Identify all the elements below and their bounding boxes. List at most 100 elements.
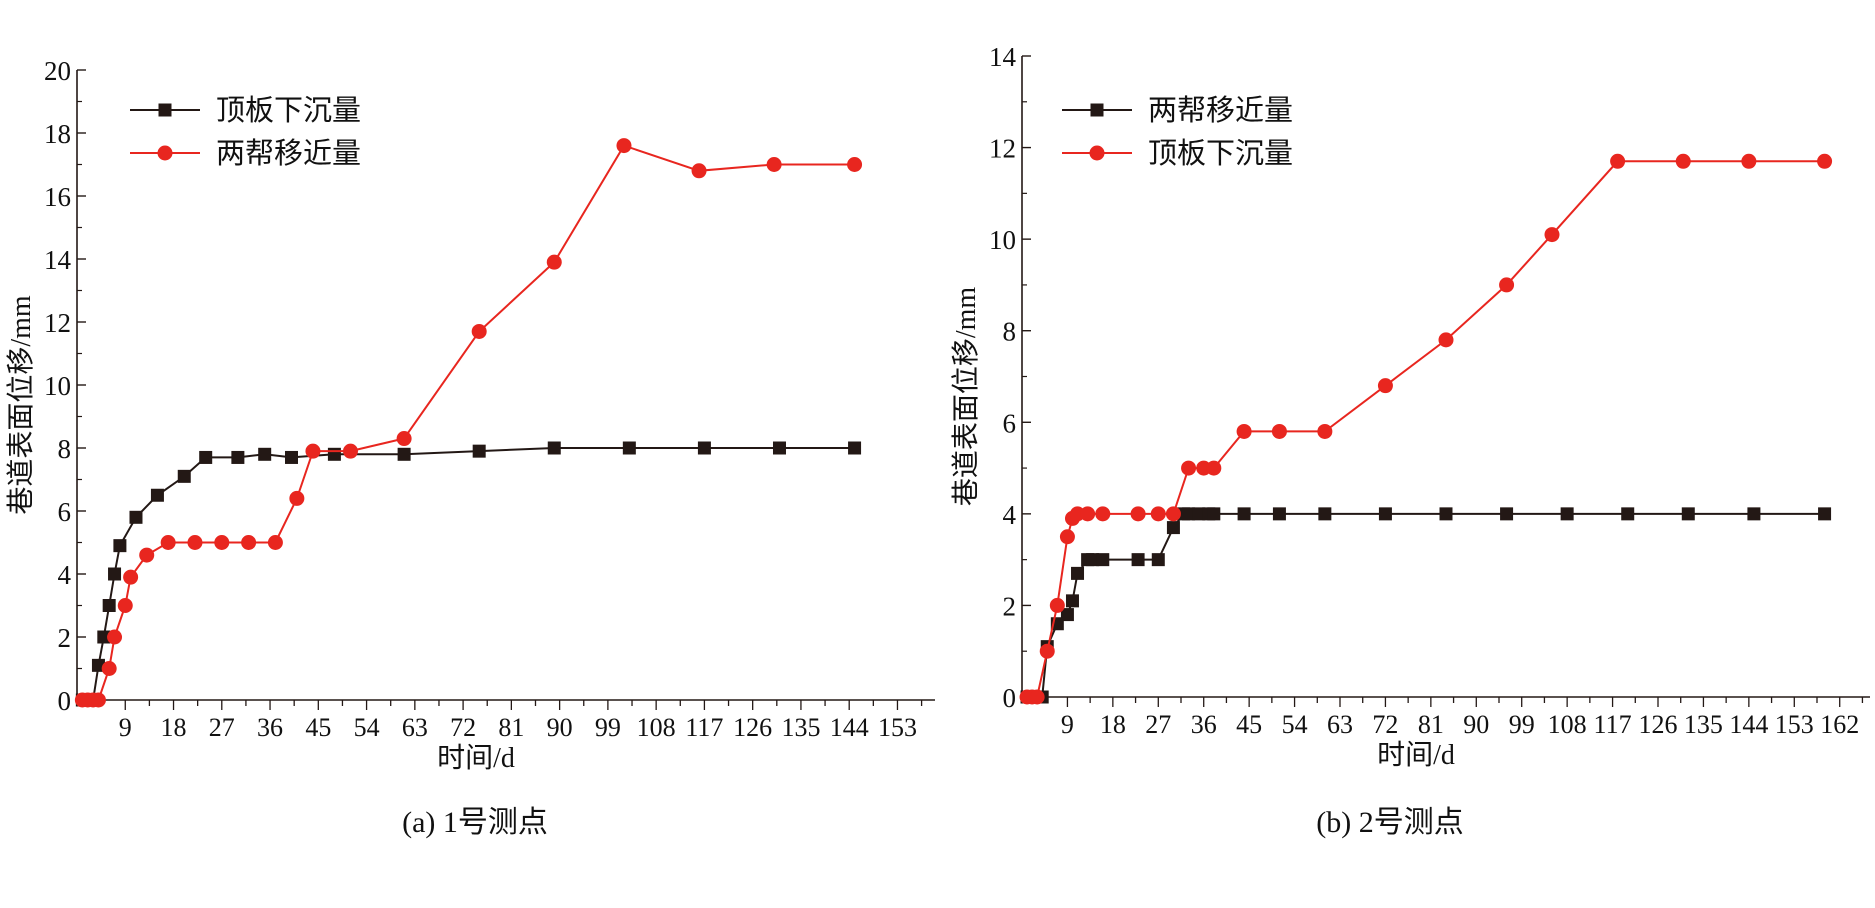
data-point	[1071, 566, 1085, 580]
x-tick-label: 126	[1639, 710, 1678, 739]
data-point	[187, 535, 203, 550]
y-axis-label: 巷道表面位移/mm	[5, 295, 37, 515]
data-point	[471, 323, 487, 339]
x-tick-label: 27	[1145, 710, 1171, 739]
x-tick-label: 153	[878, 713, 917, 742]
data-point	[1080, 506, 1096, 522]
data-point	[1039, 643, 1055, 659]
series-line	[82, 144, 855, 701]
x-tick-label: 72	[1372, 710, 1398, 739]
y-tick-label: 4	[1003, 500, 1017, 530]
data-point	[123, 569, 139, 585]
data-point	[327, 447, 341, 461]
y-axis-label: 巷道表面位移/mm	[950, 287, 982, 507]
data-point	[90, 692, 106, 708]
chart-b: 0 2 4 6 8 10 12 14 9 18 27 36 45 54 63 72 81 90 99 108 117 12…	[950, 42, 1870, 771]
data-point	[1747, 507, 1761, 521]
y-tick-label: 14	[44, 245, 72, 275]
data-point	[177, 469, 191, 483]
series-circle	[74, 138, 863, 708]
x-tick-label: 108	[1548, 710, 1587, 739]
data-point	[1271, 423, 1287, 439]
data-point	[1049, 597, 1065, 613]
x-tick-label: 36	[257, 713, 283, 742]
series-line	[82, 447, 855, 701]
x-tick-label: 99	[1509, 710, 1535, 739]
x-tick-label: 117	[1594, 710, 1632, 739]
data-point	[1439, 507, 1453, 521]
data-point	[1207, 507, 1221, 521]
data-point	[1096, 553, 1110, 567]
data-point	[289, 490, 305, 506]
x-tick-label: 72	[450, 713, 476, 742]
data-point	[1165, 506, 1181, 522]
data-point	[1818, 507, 1832, 521]
data-point	[1192, 507, 1206, 521]
x-tick-label: 36	[1191, 710, 1217, 739]
data-point	[107, 629, 123, 645]
data-point	[1621, 507, 1635, 521]
data-point	[285, 450, 298, 464]
x-tick-label: 81	[1418, 710, 1444, 739]
legend-marker	[157, 145, 173, 161]
data-point	[697, 441, 711, 455]
x-tick-label: 54	[354, 713, 380, 742]
caption-a: (a) 1号测点	[402, 806, 548, 839]
data-point	[1236, 423, 1252, 439]
data-point	[139, 547, 155, 563]
x-tick-label: 90	[547, 713, 573, 742]
legend-label: 顶板下沉量	[1148, 137, 1293, 170]
y-tick-label: 12	[44, 308, 71, 338]
x-tick-label: 135	[1684, 710, 1723, 739]
y-tick-label: 2	[58, 623, 72, 653]
caption-b: (b) 2号测点	[1316, 806, 1464, 839]
legend-marker	[158, 103, 172, 117]
x-tick-label: 99	[595, 713, 621, 742]
data-point	[1377, 378, 1393, 394]
x-tick-label: 135	[781, 713, 820, 742]
data-point	[622, 441, 636, 455]
legend-marker	[1089, 145, 1105, 161]
data-point	[1499, 277, 1515, 293]
x-tick-label: 108	[637, 713, 676, 742]
y-tick-label: 8	[1003, 317, 1017, 347]
x-axis-label: 时间/d	[1377, 739, 1455, 771]
x-tick-label: 63	[1327, 710, 1353, 739]
y-tick-label: 0	[1003, 683, 1017, 713]
data-point	[772, 441, 786, 455]
x-tick-label: 90	[1463, 710, 1489, 739]
data-point	[108, 567, 122, 581]
series-square	[1020, 507, 1832, 704]
data-point	[616, 138, 632, 154]
data-point	[1206, 460, 1222, 476]
legend-label: 两帮移近量	[1148, 94, 1293, 127]
data-point	[1181, 460, 1197, 476]
y-tick-label: 10	[989, 225, 1016, 255]
x-tick-label: 18	[161, 713, 187, 742]
data-point	[547, 441, 561, 455]
data-point	[1059, 529, 1075, 545]
series-square	[75, 441, 862, 707]
data-point	[1378, 507, 1392, 521]
x-tick-label: 162	[1820, 710, 1859, 739]
data-point	[766, 157, 782, 172]
data-point	[1151, 553, 1165, 567]
data-point	[397, 447, 411, 461]
data-point	[847, 157, 863, 172]
x-tick-label: 117	[685, 713, 723, 742]
data-point	[1610, 153, 1626, 169]
data-point	[305, 443, 321, 459]
y-tick-label: 14	[989, 42, 1017, 72]
data-point	[848, 441, 862, 455]
y-tick-label: 8	[58, 434, 72, 464]
data-point	[1237, 507, 1251, 521]
series-line	[1027, 512, 1825, 698]
x-tick-label: 153	[1775, 710, 1814, 739]
x-tick-label: 144	[830, 713, 869, 742]
data-point	[691, 163, 707, 179]
data-point	[241, 535, 257, 550]
x-tick-label: 126	[733, 713, 772, 742]
y-tick-label: 10	[44, 371, 71, 401]
data-point	[1182, 507, 1196, 521]
x-axis-label: 时间/d	[437, 742, 515, 774]
